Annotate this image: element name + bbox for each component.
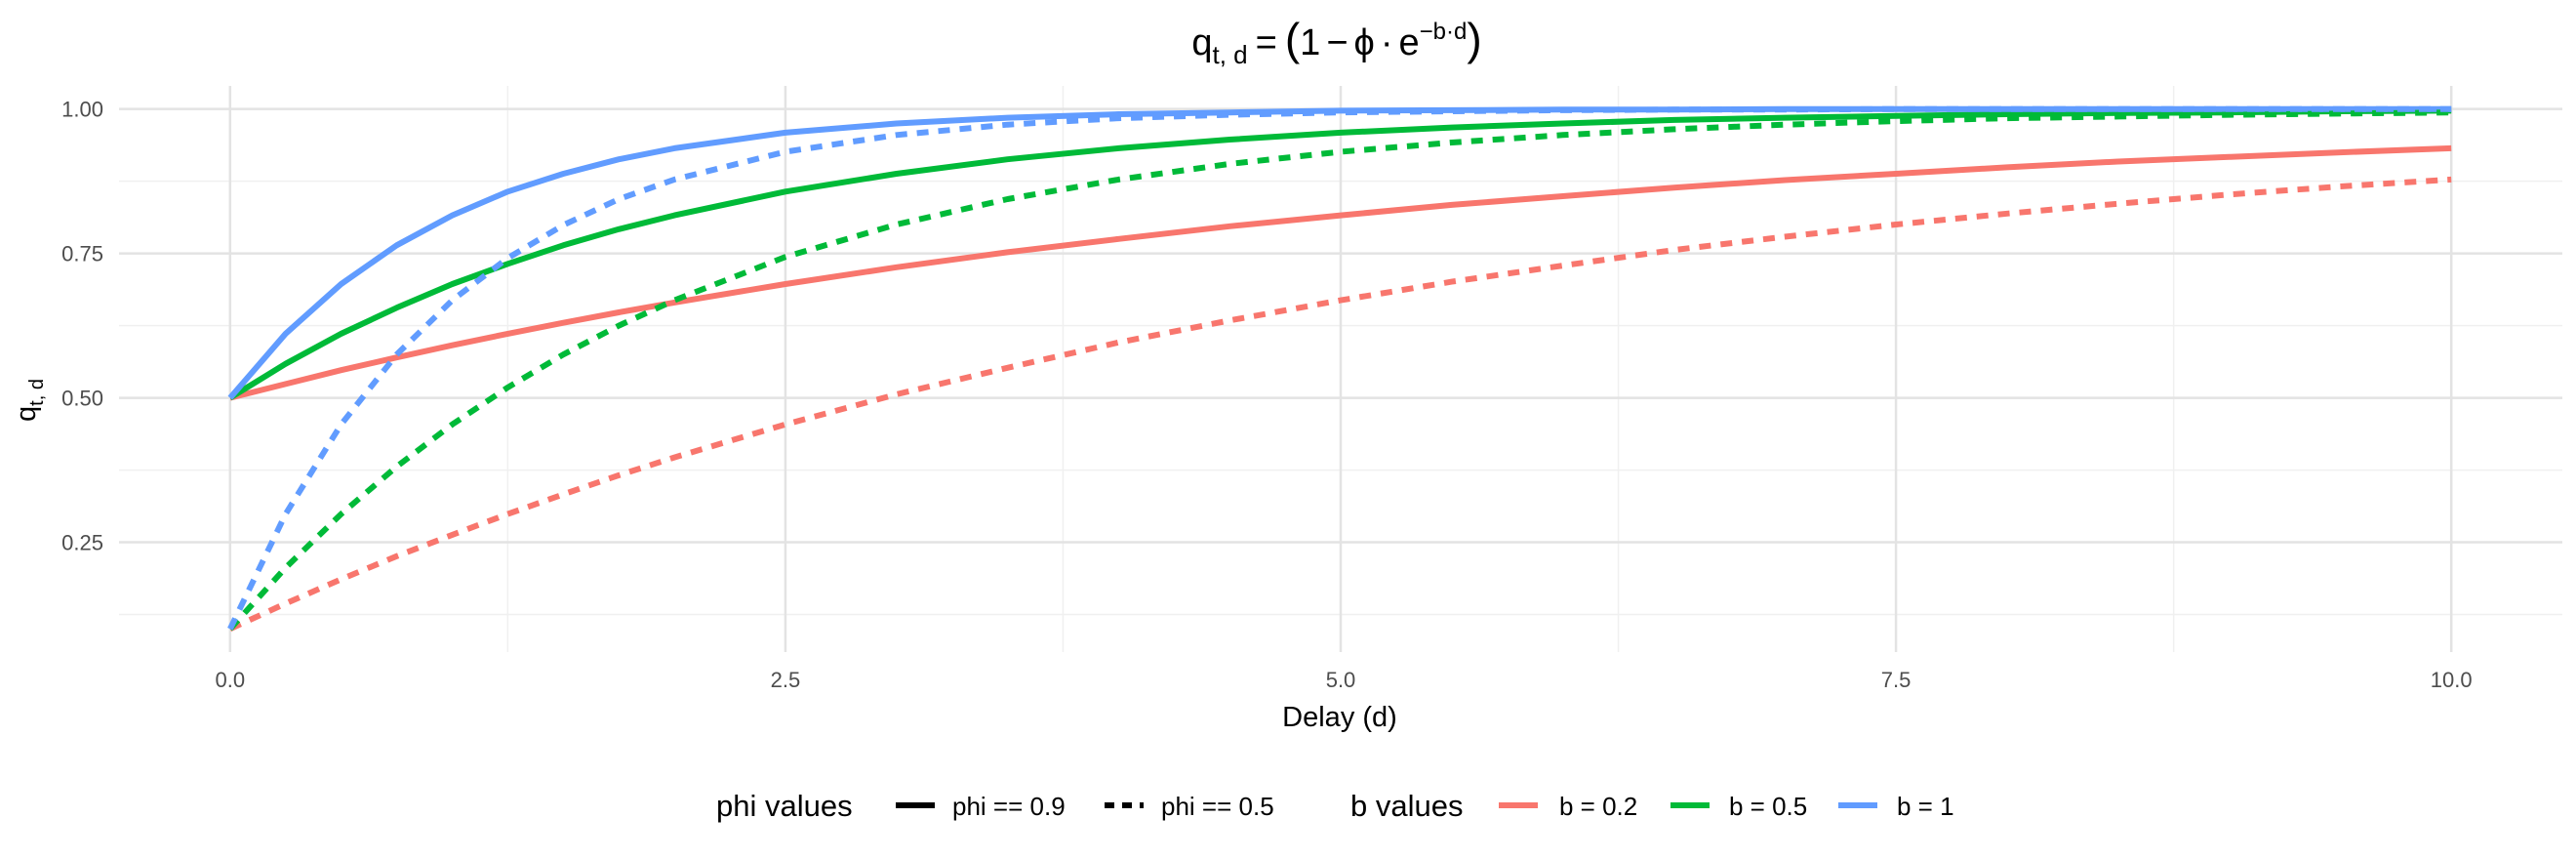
legend-label-b-0-5: b = 0.5 [1729,792,1807,821]
y-tick-label-1: 0.50 [61,387,103,411]
x-tick-label-0: 0.0 [216,668,246,692]
legend-label-phi-0-5: phi == 0.5 [1161,792,1274,821]
x-tick-label-2: 5.0 [1326,668,1356,692]
legend-title-phi: phi values [716,789,853,823]
legend-label-b-0-2: b = 0.2 [1559,792,1637,821]
chart-title: qt, d = (1− ϕ · e−b·d) [1191,14,1481,69]
series-layer [227,105,2452,633]
y-tick-label-3: 1.00 [61,98,103,122]
legend: phi values phi == 0.9 phi == 0.5 b value… [716,789,1954,823]
x-axis-title: Delay (d) [1282,702,1397,733]
x-tick-label-4: 10.0 [2431,668,2473,692]
x-tick-label-3: 7.5 [1881,668,1912,692]
x-tick-label-1: 2.5 [771,668,801,692]
y-axis-title: qt, d [11,379,48,422]
legend-label-b-1: b = 1 [1897,792,1954,821]
legend-title-b: b values [1350,789,1463,823]
series-line-1 [228,107,2452,401]
series-line-3 [228,176,2452,633]
series-line-0 [229,144,2452,401]
y-tick-label-0: 0.25 [61,531,103,555]
series-line-4 [227,109,2452,632]
series-line-2 [227,105,2452,400]
grid-layer [119,86,2562,652]
y-tick-label-2: 0.75 [61,242,103,266]
ticks-layer: 0.0 2.5 5.0 7.5 10.0 0.25 0.50 0.75 1.00 [61,98,2472,692]
legend-label-phi-0-9: phi == 0.9 [952,792,1066,821]
series-line-5 [227,105,2452,631]
